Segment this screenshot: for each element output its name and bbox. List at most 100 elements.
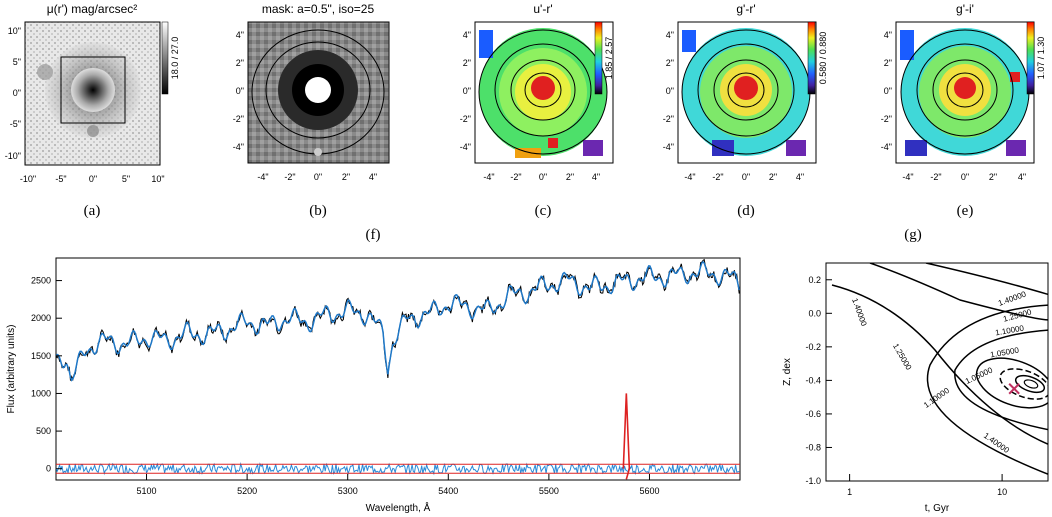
spectrum-xticks: 5100 5200 5300 5400 5500 5600 (137, 474, 659, 496)
chi2-contours (831, 263, 1048, 475)
chi2-map: 1.40000 1.25000 1.10000 1.05000 1.40000 … (782, 262, 1049, 514)
y-tick-label: -1.0 (805, 476, 821, 486)
residual-line (56, 462, 740, 476)
contour-line (1014, 374, 1046, 394)
colorbar-c (594, 21, 603, 95)
tick-label: -2" (930, 172, 941, 182)
tick-label: -2" (510, 172, 521, 182)
isophote (265, 41, 371, 139)
chi2-ylabel: Z, dex (782, 358, 793, 386)
tick-label: 0" (666, 86, 674, 96)
tick-label: 0" (236, 86, 244, 96)
tick-label: 4" (463, 30, 471, 40)
model-spectrum-line (56, 260, 740, 382)
spectrum-frame (55, 257, 741, 481)
y-tick-label: -0.8 (805, 442, 821, 452)
tick-label: 2" (342, 172, 350, 182)
chi2-xlabel: t, Gyr (925, 503, 950, 514)
tick-label: -2" (663, 114, 674, 124)
panel-a-title: μ(r') mag/arcsec² (47, 2, 138, 16)
y-tick-label: 0.0 (808, 308, 821, 318)
panel-a-yticks: 10" 5" 0" -5" -10" (5, 26, 21, 161)
tick-label: 4" (884, 30, 892, 40)
x-tick-label: 10 (997, 487, 1007, 497)
tick-label: 4" (666, 30, 674, 40)
tick-label: -2" (881, 114, 892, 124)
isophote (478, 29, 608, 155)
isophote (510, 59, 576, 121)
panel-b-xticks: -4" -2" 0" 2" 4" (257, 172, 377, 182)
tick-label: 0" (463, 86, 471, 96)
tick-label: -4" (483, 172, 494, 182)
isophote (932, 59, 998, 121)
tick-label: -5" (55, 174, 66, 184)
tick-label: -5" (10, 119, 21, 129)
tick-label: 4" (592, 172, 600, 182)
tick-label: -10" (5, 151, 21, 161)
tick-label: -4" (233, 142, 244, 152)
contour-line (954, 329, 1048, 431)
isophote (524, 72, 562, 108)
panel-e: g'-i' 1.07 / 1.30 -4" -2" 0" 2" 4" 4" 2" (881, 2, 1046, 182)
minimum-cross (1008, 383, 1020, 395)
tick-label: 2" (989, 172, 997, 182)
tick-label: 10" (151, 174, 164, 184)
y-tick-label: 0.2 (808, 275, 821, 285)
tick-label: 5" (13, 57, 21, 67)
caption-e: (e) (957, 203, 974, 219)
tick-label: -2" (460, 114, 471, 124)
panel-d: g'-r' 0.580 / 0.880 -4" -2" 0" 2" 4" 4" … (663, 2, 828, 182)
colorbar-c-label: 1.85 / 2.57 (604, 37, 614, 80)
companion-blob (87, 125, 99, 137)
tick-label: 4" (236, 30, 244, 40)
tick-label: -2" (284, 172, 295, 182)
tick-label: -4" (663, 142, 674, 152)
tick-label: -10" (20, 174, 36, 184)
panel-d-title: g'-r' (736, 2, 755, 16)
caption-b: (b) (309, 203, 327, 219)
tick-label: 2" (884, 58, 892, 68)
y-tick-label: 0 (46, 464, 51, 474)
masked-center (305, 77, 331, 103)
tick-label: 2" (666, 58, 674, 68)
x-tick-label: 5300 (338, 486, 358, 496)
colorbar-d (807, 21, 816, 95)
tick-label: 2" (236, 58, 244, 68)
tick-label: 0" (742, 172, 750, 182)
y-tick-label: 1000 (31, 388, 51, 398)
tick-label: -2" (233, 114, 244, 124)
colorbar-a-label: 18.0 / 27.0 (170, 37, 180, 80)
tick-label: 2" (769, 172, 777, 182)
spectrum-content (56, 258, 740, 480)
y-tick-label: 2500 (31, 276, 51, 286)
caption-c: (c) (535, 203, 552, 219)
chi2-frame (825, 262, 1049, 482)
contour-line (975, 357, 1048, 409)
panel-e-yticks: 4" 2" 0" -2" -4" (881, 30, 892, 152)
colorbar-d-label: 0.580 / 0.880 (818, 32, 828, 85)
chi2-xticks: 1 10 (847, 474, 1007, 497)
panel-d-xticks: -4" -2" 0" 2" 4" (684, 172, 804, 182)
tick-label: 0" (89, 174, 97, 184)
contour-line (999, 368, 1048, 400)
tick-label: 4" (796, 172, 804, 182)
panel-e-title: g'-i' (956, 2, 974, 16)
tick-label: -4" (684, 172, 695, 182)
spectrum-ylabel: Flux (arbitrary units) (6, 325, 17, 414)
tick-label: -2" (712, 172, 723, 182)
y-tick-label: 1500 (31, 351, 51, 361)
y-tick-label: -0.6 (805, 409, 821, 419)
panel-c-xticks: -4" -2" 0" 2" 4" (483, 172, 600, 182)
x-tick-label: 5500 (539, 486, 559, 496)
x-tick-label: 5100 (137, 486, 157, 496)
isophote (713, 59, 779, 121)
isophote (494, 43, 592, 137)
colorbar-e (1026, 21, 1035, 95)
panel-b: mask: a=0.5", iso=25 -4" -2" 0" 2" 4" 4"… (233, 2, 390, 182)
caption-f: (f) (366, 227, 381, 243)
panel-c-yticks: 4" 2" 0" -2" -4" (460, 30, 471, 152)
chi2-yticks: -1.0 -0.8 -0.6 -0.4 -0.2 0.0 0.2 (805, 275, 832, 486)
tick-label: 2" (463, 58, 471, 68)
galaxy-core (71, 68, 115, 112)
